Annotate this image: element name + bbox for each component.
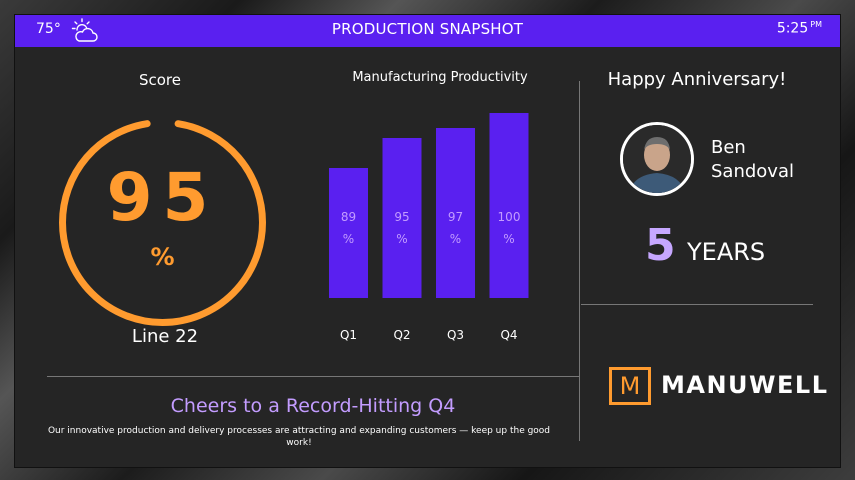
bar-data-label: % bbox=[396, 232, 407, 246]
chart-title: Manufacturing Productivity bbox=[352, 70, 528, 85]
divider-horizontal-right bbox=[581, 304, 813, 305]
bar-data-label: 97 bbox=[448, 210, 463, 224]
productivity-chart: 89% Q1 95% Q2 97% Q3 100% Q4 bbox=[329, 113, 529, 342]
bar-data-label: % bbox=[450, 232, 461, 246]
page-title: PRODUCTION SNAPSHOT bbox=[331, 20, 524, 38]
bar-q1 bbox=[329, 168, 368, 298]
bar-q2 bbox=[382, 138, 422, 298]
x-tick-label: Q1 bbox=[340, 328, 357, 342]
anniversary-title: Happy Anniversary! bbox=[607, 69, 787, 90]
display-screen: 75° PRODUCTION SNAPSHOT 5:25 PM Score 95 … bbox=[14, 14, 841, 468]
partly-cloudy-icon bbox=[71, 18, 98, 42]
bar-data-label: 89 bbox=[341, 210, 356, 224]
clock-time: 5:25 bbox=[776, 20, 809, 37]
divider-horizontal-left bbox=[47, 376, 579, 377]
person-photo bbox=[623, 125, 691, 193]
person-last-name: Sandoval bbox=[711, 161, 794, 182]
footer-message: Our innovative production and delivery p… bbox=[47, 426, 551, 448]
avatar bbox=[620, 122, 694, 196]
divider-vertical bbox=[579, 81, 580, 441]
bar-data-label: % bbox=[343, 232, 354, 246]
clock: 5:25 PM bbox=[777, 20, 822, 37]
bar-q4 bbox=[489, 113, 529, 298]
score-gauge bbox=[59, 119, 266, 326]
temperature: 75° bbox=[36, 21, 61, 37]
footer-headline: Cheers to a Record-Hitting Q4 bbox=[170, 395, 456, 417]
header-bar: 75° PRODUCTION SNAPSHOT 5:25 PM bbox=[15, 15, 840, 47]
clock-suffix: PM bbox=[810, 20, 822, 29]
bar-data-label: % bbox=[503, 232, 514, 246]
line-label: Line 22 bbox=[131, 326, 199, 347]
brand-logo-icon: M bbox=[609, 367, 651, 405]
x-tick-label: Q3 bbox=[447, 328, 464, 342]
brand-name: MANUWELL bbox=[661, 371, 829, 399]
person-first-name: Ben bbox=[711, 137, 746, 158]
score-value: 95 bbox=[106, 159, 219, 236]
bar-q3 bbox=[436, 128, 475, 298]
score-title: Score bbox=[138, 71, 181, 89]
x-tick-label: Q2 bbox=[393, 328, 410, 342]
years-label: YEARS bbox=[687, 238, 766, 266]
bar-data-label: 100 bbox=[498, 210, 521, 224]
bar-data-label: 95 bbox=[394, 210, 409, 224]
score-unit: % bbox=[150, 243, 175, 271]
years-count: 5 bbox=[645, 220, 676, 271]
x-tick-label: Q4 bbox=[500, 328, 517, 342]
